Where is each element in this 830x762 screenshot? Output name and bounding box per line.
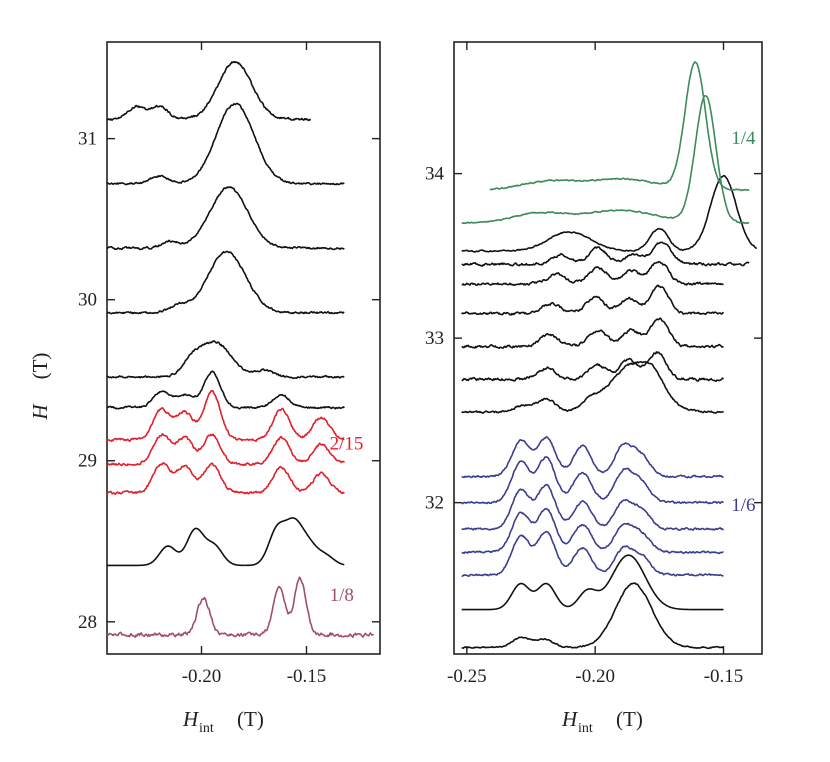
y-tick-label: 32 (425, 493, 444, 514)
x-tick-label: -0.20 (182, 666, 222, 687)
spectrum-trace (106, 576, 374, 638)
right-xlabel-sub: int (578, 721, 593, 736)
spectrum-trace (106, 517, 345, 567)
spectrum-trace (106, 340, 345, 380)
spectrum-trace (461, 483, 724, 532)
y-tick-label: 28 (78, 612, 97, 633)
series-label: 1/6 (731, 495, 755, 516)
spectrum-trace (106, 433, 345, 467)
left-xlabel-sub: int (199, 721, 214, 736)
spectrum-trace (461, 360, 725, 414)
series-label: 1/4 (731, 128, 756, 149)
spectrum-trace (461, 436, 724, 479)
x-tick-label: -0.15 (704, 666, 744, 687)
spectrum-trace (489, 61, 750, 192)
left-ylabel-main: H (28, 403, 52, 421)
spectrum-trace (461, 284, 725, 316)
spectrum-trace (461, 351, 725, 383)
right-labels: 1/4 1/6 (731, 128, 756, 516)
y-tick-label: 31 (78, 129, 97, 150)
spectrum-trace (106, 370, 345, 410)
spectrum-trace (106, 102, 345, 186)
left-panel: -0.20 -0.15 28 29 30 31 2/15 1/8 H (T) H int (… (28, 41, 381, 736)
spectrum-trace (461, 507, 724, 555)
y-tick-label: 29 (78, 451, 97, 472)
left-labels: 2/15 1/8 (330, 433, 364, 605)
spectrum-trace (106, 250, 345, 315)
left-xlabel-unit: (T) (237, 707, 264, 731)
spectrum-trace (106, 186, 345, 251)
left-ticks: -0.20 -0.15 28 29 30 31 (78, 42, 380, 687)
spectrum-trace (461, 241, 750, 267)
spectrum-trace (461, 174, 757, 253)
y-tick-label: 30 (78, 290, 97, 311)
right-plot-frame (453, 41, 763, 655)
y-tick-label: 33 (425, 328, 444, 349)
spectrum-trace (461, 317, 724, 349)
spectrum-trace (106, 389, 345, 442)
right-panel: -0.25 -0.20 -0.15 32 33 34 1/4 1/6 H int (T) (425, 41, 763, 736)
spectrum-trace (106, 462, 345, 495)
series-label: 1/8 (330, 585, 354, 606)
x-tick-label: -0.20 (575, 666, 615, 687)
left-traces (106, 60, 374, 638)
spectrum-trace (461, 456, 724, 505)
left-ylabel-unit: (T) (28, 353, 52, 380)
x-tick-label: -0.15 (287, 666, 327, 687)
left-plot-frame (106, 41, 381, 655)
right-xlabel-main: H (561, 707, 579, 731)
right-xlabel-unit: (T) (616, 707, 643, 731)
spectrum-trace (461, 260, 724, 286)
spectrum-trace (461, 530, 724, 577)
left-xlabel-main: H (182, 707, 200, 731)
right-traces (461, 61, 757, 650)
series-label: 2/15 (330, 433, 364, 454)
spectrum-trace (461, 94, 750, 225)
y-tick-label: 34 (425, 164, 445, 185)
spectrum-trace (461, 554, 724, 611)
right-ticks: -0.25 -0.20 -0.15 32 33 34 (425, 42, 762, 687)
x-tick-label: -0.25 (447, 666, 487, 687)
spectrum-trace (106, 60, 312, 122)
spectrum-trace (461, 582, 724, 650)
